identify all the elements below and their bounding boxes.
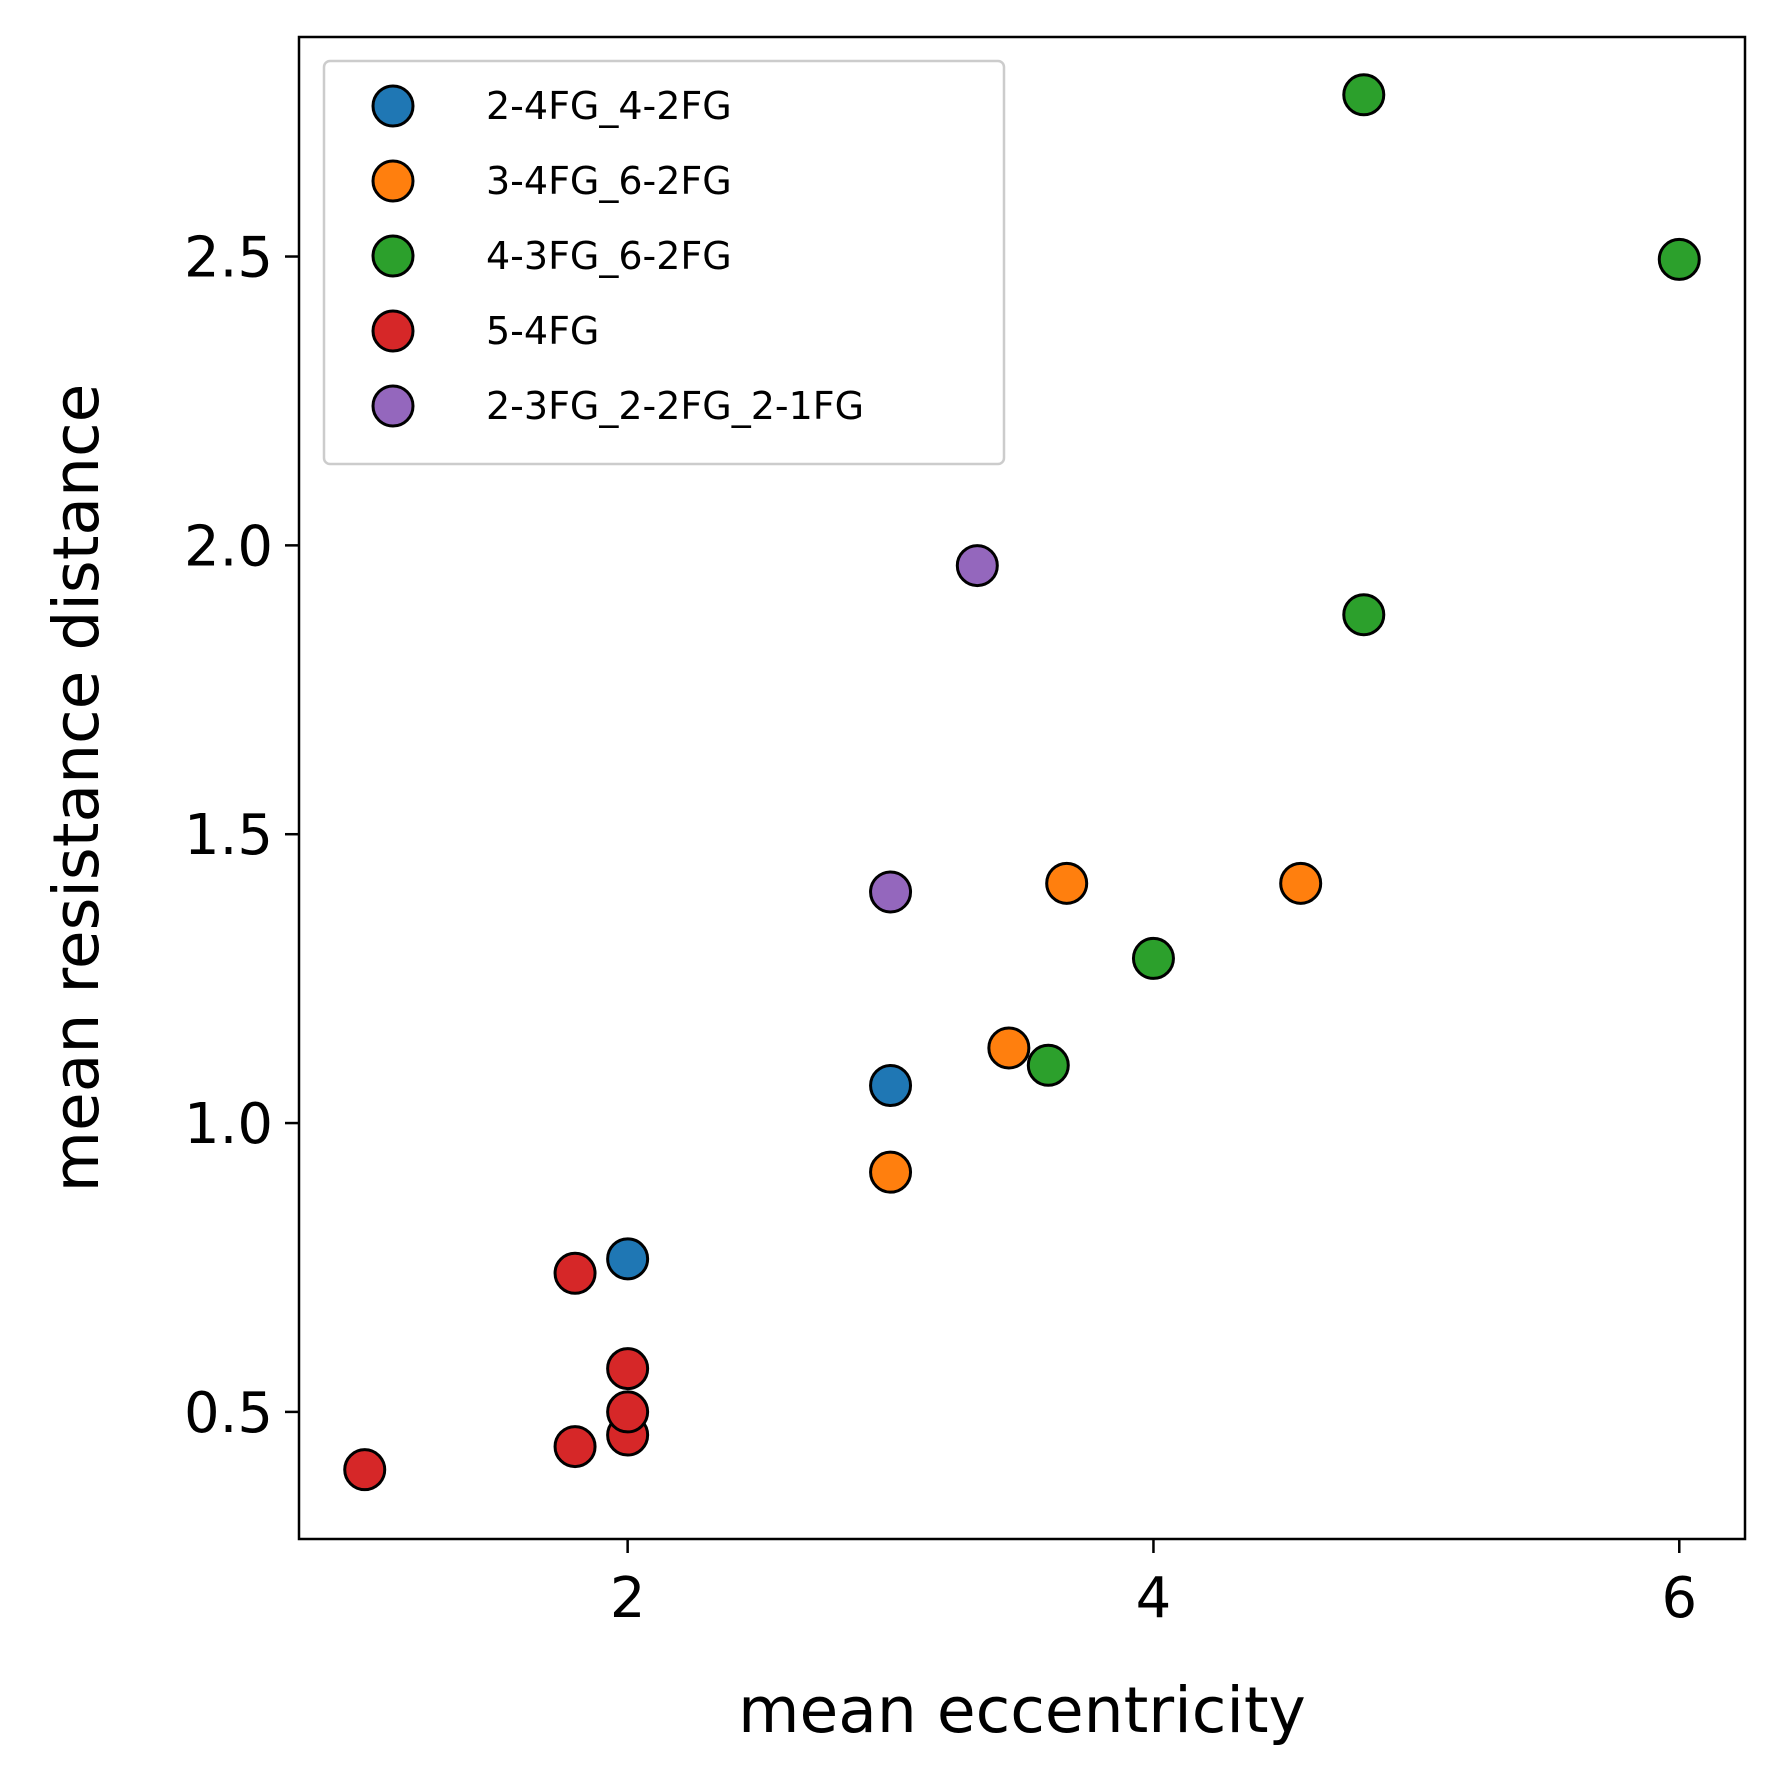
data-point: [343, 1448, 387, 1492]
legend-label: 4-3FG_6-2FG: [486, 234, 732, 278]
legend-item: 4-3FG_6-2FG: [371, 234, 732, 278]
y-tick-label: 2.5: [184, 226, 273, 291]
data-point: [606, 1347, 650, 1391]
data-point: [869, 1150, 913, 1194]
legend-marker: [371, 384, 415, 428]
legend-label: 5-4FG: [486, 309, 599, 353]
x-tick-label: 4: [1136, 1566, 1172, 1631]
data-point: [1279, 861, 1323, 905]
y-tick-label: 1.0: [184, 1092, 273, 1157]
legend-frame: [322, 59, 1006, 466]
data-point: [1131, 936, 1175, 980]
series-3: [1026, 73, 1701, 1087]
data-point: [1657, 237, 1701, 281]
legend-item: 5-4FG: [371, 309, 599, 353]
data-point: [606, 1237, 650, 1281]
data-point: [987, 1026, 1031, 1070]
x-axis: 2 4 6: [610, 1539, 1697, 1631]
y-tick-label: 2.0: [184, 514, 273, 579]
y-axis: 0.5 1.0 1.5 2.0 2.5: [184, 226, 299, 1446]
data-point: [1045, 861, 1089, 905]
data-point: [1342, 73, 1386, 117]
legend-item: 2-4FG_4-2FG: [371, 84, 732, 128]
legend-label: 2-4FG_4-2FG: [486, 84, 732, 128]
data-point: [553, 1251, 597, 1295]
series-5: [869, 544, 999, 914]
legend-item: 3-4FG_6-2FG: [371, 159, 732, 203]
data-point: [1342, 593, 1386, 637]
x-tick-label: 2: [610, 1566, 646, 1631]
legend: 2-4FG_4-2FG 3-4FG_6-2FG 4-3FG_6-2FG 5-4FG 2-…: [322, 59, 1006, 466]
legend-marker: [371, 159, 415, 203]
plot-area: [297, 35, 1747, 1541]
series-4: [343, 1251, 650, 1492]
data-point: [1026, 1043, 1070, 1087]
data-point: [553, 1425, 597, 1469]
data-point: [955, 544, 999, 588]
series-2: [869, 861, 1323, 1194]
legend-label: 2-3FG_2-2FG_2-1FG: [486, 384, 864, 428]
data-point: [606, 1390, 650, 1434]
series-1: [606, 1064, 913, 1281]
data-point: [869, 870, 913, 914]
y-tick-label: 0.5: [184, 1381, 273, 1446]
legend-marker: [371, 84, 415, 128]
y-axis-title: mean resistance distance: [40, 384, 113, 1193]
legend-marker: [371, 234, 415, 278]
legend-marker: [371, 309, 415, 353]
plot-frame: [297, 35, 1747, 1541]
x-tick-label: 6: [1661, 1566, 1697, 1631]
x-axis-title: mean eccentricity: [738, 1674, 1306, 1747]
legend-label: 3-4FG_6-2FG: [486, 159, 732, 203]
data-point: [869, 1064, 913, 1108]
legend-item: 2-3FG_2-2FG_2-1FG: [371, 384, 864, 428]
y-tick-label: 1.5: [184, 803, 273, 868]
